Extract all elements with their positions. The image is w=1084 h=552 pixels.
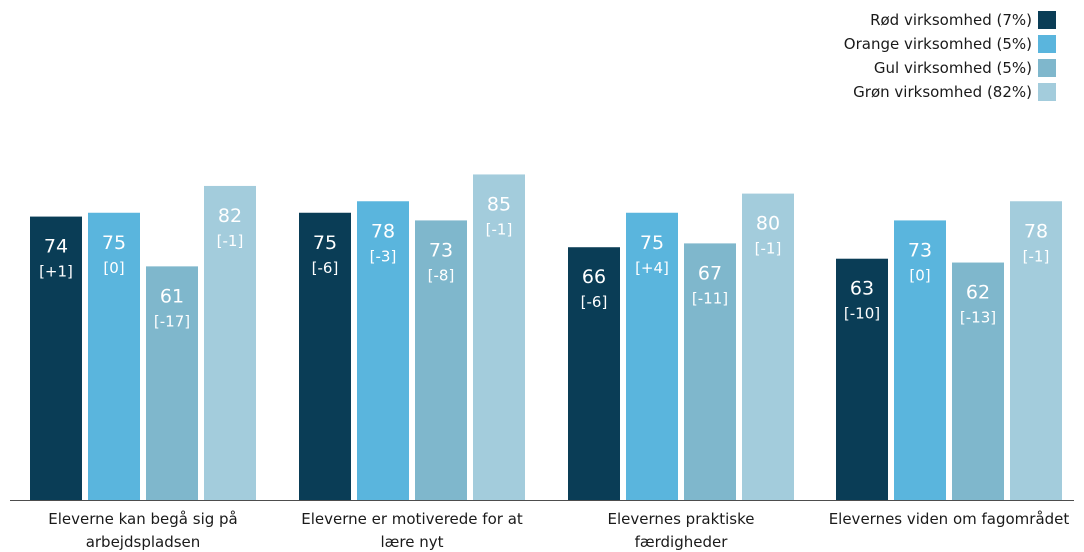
bar-2-cat-2 xyxy=(357,201,409,500)
data-label-value: 75 xyxy=(640,232,664,254)
bar-2-cat-4 xyxy=(894,220,946,500)
data-label-change: [+1] xyxy=(39,263,73,281)
data-label-change: [-1] xyxy=(486,220,513,238)
data-label-change: [0] xyxy=(909,266,930,284)
legend-item-gul: Gul virksomhed (5%) xyxy=(716,56,1056,80)
data-label-change: [-6] xyxy=(581,293,608,311)
data-label-change: [+4] xyxy=(635,259,669,277)
data-label-value: 80 xyxy=(756,213,780,235)
legend-label-gron: Grøn virksomhed (82%) xyxy=(853,83,1032,101)
bar-3-cat-3 xyxy=(684,243,736,500)
data-label-change: [-1] xyxy=(1023,247,1050,265)
category-label: lære nyt xyxy=(381,533,444,551)
data-label-change: [-17] xyxy=(154,312,190,330)
bar-2-cat-1 xyxy=(88,212,140,500)
legend-label-rod: Rød virksomhed (7%) xyxy=(870,11,1032,29)
bar-4-cat-1 xyxy=(204,185,256,500)
category-label: Eleverne kan begå sig på xyxy=(48,510,238,528)
legend-item-rod: Rød virksomhed (7%) xyxy=(716,8,1056,32)
data-label-value: 66 xyxy=(582,266,606,288)
legend-item-gron: Grøn virksomhed (82%) xyxy=(716,80,1056,104)
data-label-value: 82 xyxy=(218,205,242,227)
category-label: arbejdspladsen xyxy=(86,533,201,551)
data-label-value: 61 xyxy=(160,285,184,307)
legend-swatch-gron xyxy=(1038,83,1056,101)
legend: Rød virksomhed (7%) Orange virksomhed (5… xyxy=(716,8,1056,104)
bar-1-cat-3 xyxy=(568,247,620,500)
legend-label-gul: Gul virksomhed (5%) xyxy=(873,59,1032,77)
data-label-value: 73 xyxy=(908,239,932,261)
bar-4-cat-2 xyxy=(473,174,525,500)
data-label-change: [-1] xyxy=(755,240,782,258)
data-label-change: [-1] xyxy=(217,232,244,250)
legend-swatch-orange xyxy=(1038,35,1056,53)
data-label-value: 75 xyxy=(313,232,337,254)
legend-label-orange: Orange virksomhed (5%) xyxy=(843,35,1032,53)
data-label-change: [0] xyxy=(103,259,124,277)
data-label-value: 67 xyxy=(698,262,722,284)
data-label-value: 73 xyxy=(429,239,453,261)
bar-1-cat-2 xyxy=(299,212,351,500)
data-label-value: 74 xyxy=(44,236,68,258)
legend-swatch-gul xyxy=(1038,59,1056,77)
data-label-value: 78 xyxy=(371,220,395,242)
bar-4-cat-4 xyxy=(1010,201,1062,500)
data-label-change: [-3] xyxy=(370,247,397,265)
data-label-value: 75 xyxy=(102,232,126,254)
data-label-change: [-13] xyxy=(960,309,996,327)
bar-4-cat-3 xyxy=(742,193,794,500)
data-label-value: 85 xyxy=(487,193,511,215)
category-label: færdigheder xyxy=(635,533,729,551)
bar-3-cat-4 xyxy=(952,262,1004,500)
legend-swatch-rod xyxy=(1038,11,1056,29)
data-label-value: 78 xyxy=(1024,220,1048,242)
data-label-change: [-8] xyxy=(428,266,455,284)
bar-3-cat-1 xyxy=(146,266,198,500)
bar-2-cat-3 xyxy=(626,212,678,500)
data-label-change: [-10] xyxy=(844,305,880,323)
data-label-value: 62 xyxy=(966,282,990,304)
bar-1-cat-4 xyxy=(836,258,888,500)
bar-1-cat-1 xyxy=(30,216,82,500)
data-label-change: [-6] xyxy=(312,259,339,277)
data-label-change: [-11] xyxy=(692,289,728,307)
category-label: Eleverne er motiverede for at xyxy=(301,510,523,528)
legend-item-orange: Orange virksomhed (5%) xyxy=(716,32,1056,56)
bar-3-cat-2 xyxy=(415,220,467,500)
category-label: Elevernes viden om fagområdet xyxy=(829,510,1070,528)
category-label: Elevernes praktiske xyxy=(607,510,754,528)
data-label-value: 63 xyxy=(850,278,874,300)
